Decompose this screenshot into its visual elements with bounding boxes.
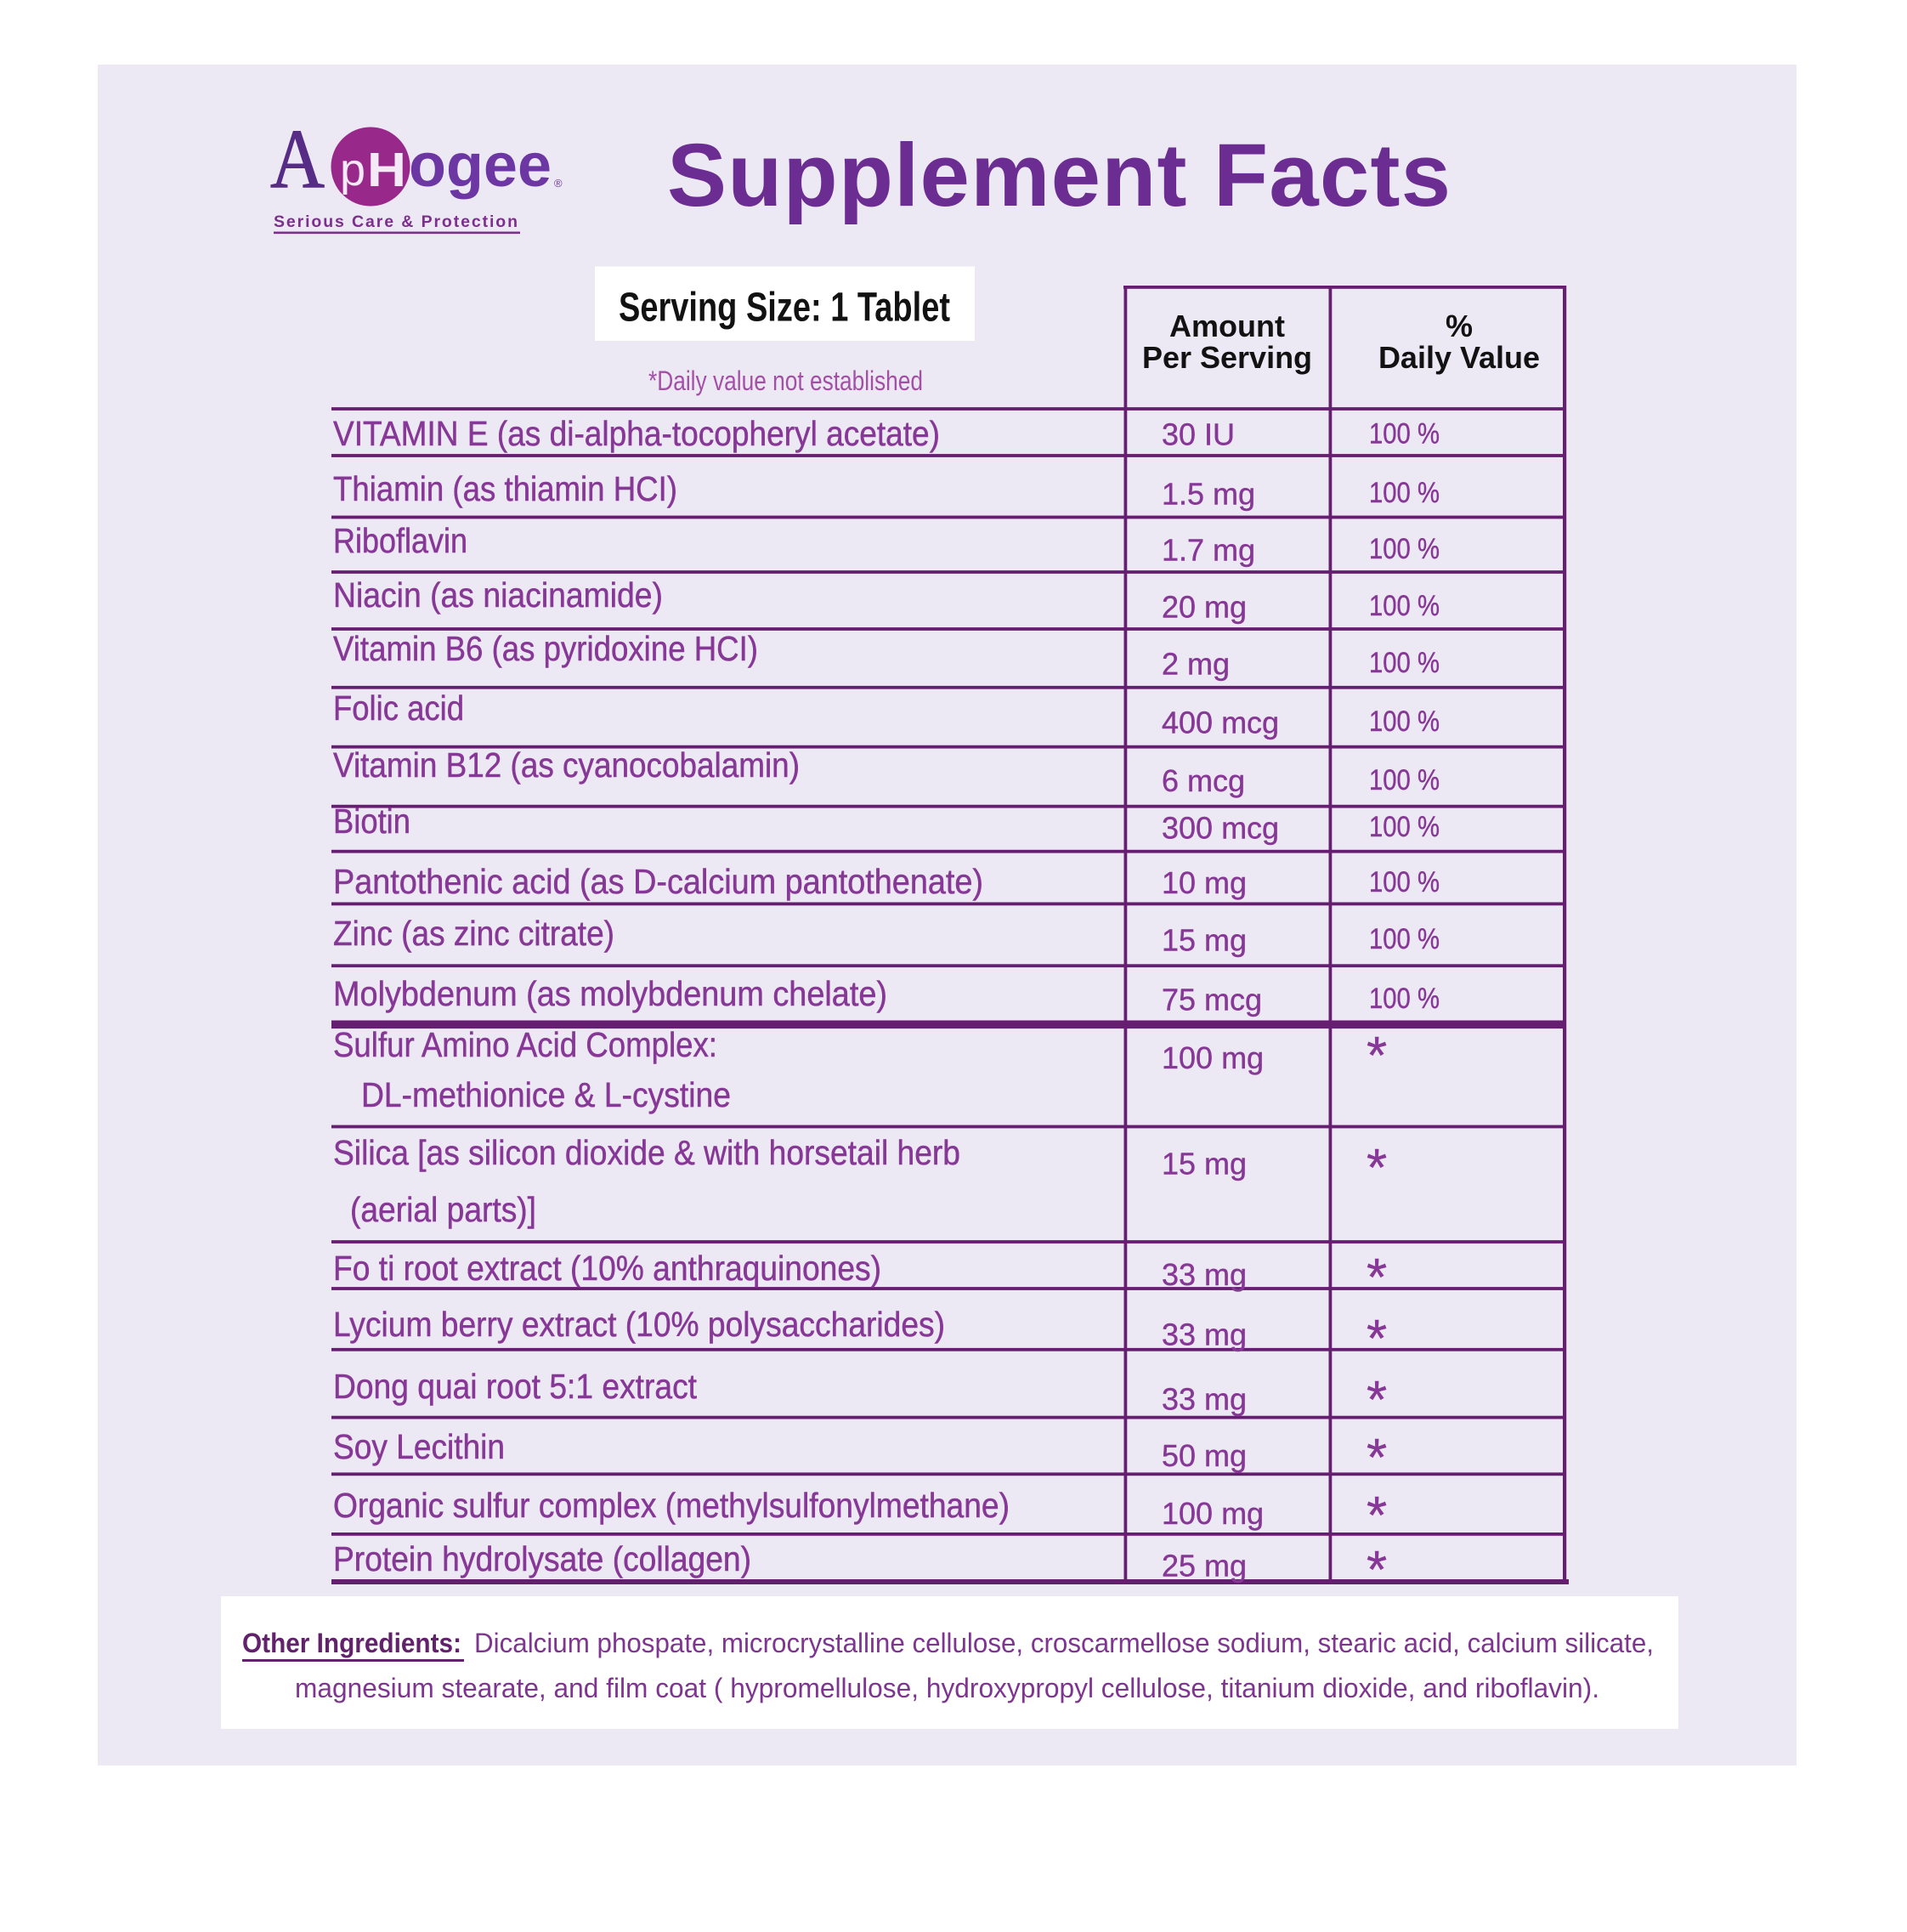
svg-text:DL-methionice & L-cystine: DL-methionice & L-cystine bbox=[361, 1075, 731, 1114]
svg-text:Zinc (as zinc citrate): Zinc (as zinc citrate) bbox=[333, 914, 614, 953]
svg-text:100 %: 100 % bbox=[1369, 764, 1440, 796]
svg-text:Fo ti root extract (10% anthra: Fo ti root extract (10% anthraquinones) bbox=[333, 1249, 881, 1288]
svg-text:Thiamin (as thiamin HCI): Thiamin (as thiamin HCI) bbox=[333, 469, 677, 508]
svg-text:400 mcg: 400 mcg bbox=[1162, 705, 1279, 739]
svg-text:Pantothenic acid (as D-calcium: Pantothenic acid (as D-calcium pantothen… bbox=[333, 862, 983, 901]
svg-text:20 mg: 20 mg bbox=[1162, 590, 1247, 625]
svg-text:Lycium berry extract (10% poly: Lycium berry extract (10% polysaccharide… bbox=[333, 1305, 945, 1344]
svg-text:Molybdenum (as molybdenum chel: Molybdenum (as molybdenum chelate) bbox=[333, 974, 887, 1013]
svg-text:*: * bbox=[1367, 1139, 1387, 1198]
svg-text:Organic sulfur complex (methyl: Organic sulfur complex (methylsulfonylme… bbox=[333, 1486, 1010, 1525]
svg-text:*: * bbox=[1367, 1371, 1387, 1430]
svg-text:100 %: 100 % bbox=[1369, 418, 1440, 450]
svg-text:100 %: 100 % bbox=[1369, 923, 1440, 955]
svg-text:1.7 mg: 1.7 mg bbox=[1162, 532, 1255, 567]
svg-text:*: * bbox=[1367, 1487, 1387, 1545]
svg-text:Biotin: Biotin bbox=[333, 802, 410, 841]
svg-text:50 mg: 50 mg bbox=[1162, 1438, 1247, 1473]
svg-text:H: H bbox=[367, 143, 406, 197]
svg-text:VITAMIN E (as di-alpha-tocophe: VITAMIN E (as di-alpha-tocopheryl acetat… bbox=[333, 414, 940, 453]
svg-text:Serving Size: 1 Tablet: Serving Size: 1 Tablet bbox=[619, 286, 950, 331]
svg-text:Serious Care & Protection: Serious Care & Protection bbox=[274, 212, 518, 231]
svg-text:A: A bbox=[270, 111, 325, 206]
svg-text:25 mg: 25 mg bbox=[1162, 1549, 1247, 1584]
svg-text:100 %: 100 % bbox=[1369, 477, 1440, 509]
svg-text:Riboflavin: Riboflavin bbox=[333, 521, 467, 560]
svg-text:*: * bbox=[1367, 1027, 1387, 1085]
svg-text:Supplement Facts: Supplement Facts bbox=[667, 126, 1451, 225]
svg-text:1.5 mg: 1.5 mg bbox=[1162, 476, 1255, 511]
svg-text:100 %: 100 % bbox=[1369, 647, 1440, 679]
svg-text:*Daily value not established: *Daily value not established bbox=[648, 365, 923, 396]
svg-text:%: % bbox=[1446, 309, 1473, 343]
svg-text:15 mg: 15 mg bbox=[1162, 922, 1247, 957]
svg-text:Vitamin B6 (as pyridoxine HCI): Vitamin B6 (as pyridoxine HCI) bbox=[333, 629, 758, 668]
svg-text:Per Serving: Per Serving bbox=[1142, 340, 1312, 375]
svg-text:33 mg: 33 mg bbox=[1162, 1381, 1247, 1416]
svg-text:30 IU: 30 IU bbox=[1162, 417, 1235, 452]
svg-text:15 mg: 15 mg bbox=[1162, 1147, 1247, 1181]
svg-text:*: * bbox=[1367, 1310, 1387, 1368]
svg-text:Niacin (as niacinamide): Niacin (as niacinamide) bbox=[333, 575, 663, 615]
svg-text:Folic acid: Folic acid bbox=[333, 688, 464, 728]
svg-text:300 mcg: 300 mcg bbox=[1162, 811, 1279, 846]
svg-text:Amount: Amount bbox=[1169, 309, 1285, 343]
svg-text:Dong quai root 5:1 extract: Dong quai root 5:1 extract bbox=[333, 1367, 698, 1406]
svg-text:100 mg: 100 mg bbox=[1162, 1496, 1264, 1531]
svg-text:100 %: 100 % bbox=[1369, 983, 1440, 1015]
svg-text:2 mg: 2 mg bbox=[1162, 647, 1230, 682]
svg-text:Silica [as silicon dioxide & w: Silica [as silicon dioxide & with horset… bbox=[333, 1133, 960, 1172]
svg-text:*: * bbox=[1367, 1429, 1387, 1487]
svg-text:75 mcg: 75 mcg bbox=[1162, 982, 1262, 1017]
svg-text:33 mg: 33 mg bbox=[1162, 1257, 1247, 1292]
svg-text:(aerial parts)]: (aerial parts)] bbox=[350, 1190, 536, 1229]
svg-text:p: p bbox=[340, 144, 365, 195]
svg-text:ogee: ogee bbox=[409, 132, 552, 200]
svg-text:Protein hydrolysate (collagen): Protein hydrolysate (collagen) bbox=[333, 1539, 751, 1578]
svg-text:33 mg: 33 mg bbox=[1162, 1317, 1247, 1352]
svg-text:100 %: 100 % bbox=[1369, 866, 1440, 898]
svg-text:Sulfur Amino Acid Complex:: Sulfur Amino Acid Complex: bbox=[333, 1025, 717, 1064]
svg-text:Dicalcium phospate, microcryst: Dicalcium phospate, microcrystalline cel… bbox=[474, 1628, 1654, 1658]
svg-text:magnesium stearate, and film c: magnesium stearate, and film coat ( hypr… bbox=[295, 1673, 1599, 1703]
svg-text:®: ® bbox=[554, 177, 563, 190]
svg-text:Other Ingredients:: Other Ingredients: bbox=[242, 1628, 461, 1658]
svg-text:Vitamin B12 (as cyanocobalamin: Vitamin B12 (as cyanocobalamin) bbox=[333, 745, 800, 785]
svg-text:*: * bbox=[1367, 1249, 1387, 1307]
svg-text:100 %: 100 % bbox=[1369, 811, 1440, 843]
svg-text:100 mg: 100 mg bbox=[1162, 1040, 1264, 1075]
svg-text:100 %: 100 % bbox=[1369, 705, 1440, 738]
svg-text:Soy Lecithin: Soy Lecithin bbox=[333, 1427, 505, 1466]
svg-text:6 mcg: 6 mcg bbox=[1162, 763, 1245, 798]
svg-text:100 %: 100 % bbox=[1369, 590, 1440, 622]
svg-text:10 mg: 10 mg bbox=[1162, 865, 1247, 900]
svg-text:Daily Value: Daily Value bbox=[1378, 340, 1540, 375]
svg-text:100 %: 100 % bbox=[1369, 533, 1440, 565]
svg-text:*: * bbox=[1367, 1541, 1387, 1600]
